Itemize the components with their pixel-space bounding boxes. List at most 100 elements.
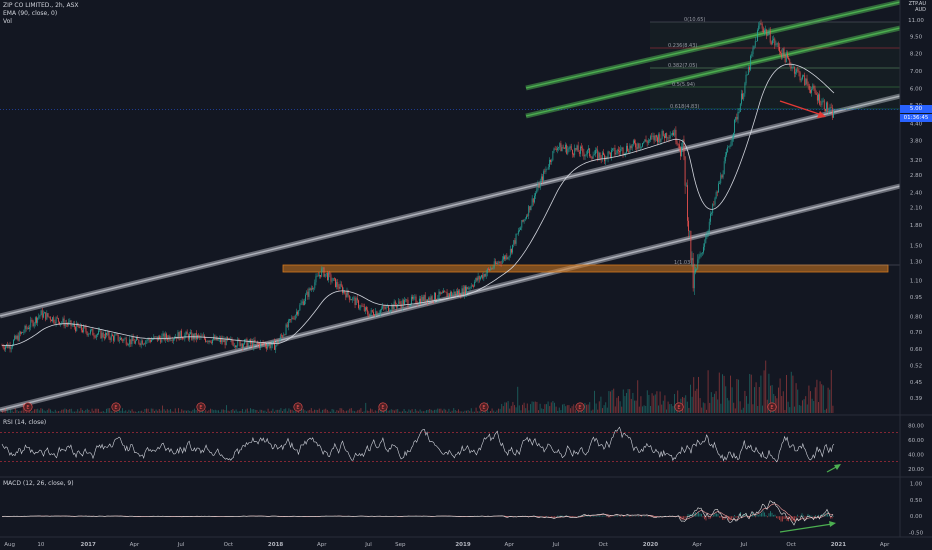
price-scale[interactable]: 11.009.508.207.006.005.204.403.803.202.8… [908, 18, 924, 402]
candle-body [507, 257, 509, 260]
volume-bar [322, 409, 323, 413]
macd-histogram-bar [815, 515, 816, 517]
candle-body [675, 129, 677, 142]
volume-bar [152, 408, 154, 413]
volume-bar [603, 405, 605, 413]
price-candles [1, 19, 834, 354]
candle-body [598, 152, 600, 160]
candle-body [71, 325, 73, 326]
macd-histogram-bar [747, 516, 749, 518]
volume-bar [816, 379, 818, 413]
volume-bar [651, 393, 653, 413]
candle-body [425, 299, 427, 302]
green-channel-upper [525, 1, 900, 89]
candle-body [581, 146, 582, 148]
candle-body [53, 317, 55, 323]
volume-bar [506, 402, 507, 413]
macd-tick-label: 0.50 [910, 498, 923, 504]
volume-bar [181, 409, 183, 413]
macd-histogram-bar [779, 516, 780, 520]
candle-body [705, 236, 707, 244]
candle-body [161, 336, 163, 343]
candle-body [446, 292, 448, 297]
rsi-tick-label: 20.00 [908, 467, 924, 473]
candle-body [292, 317, 294, 319]
candle-body [651, 136, 653, 137]
candle-body [379, 309, 381, 314]
price-tick-label: 2.10 [910, 205, 923, 211]
volume-bar [163, 409, 165, 413]
candle-body [131, 336, 133, 345]
support-zone-rect [282, 264, 889, 273]
candle-body [417, 303, 419, 305]
price-tick-label: 9.50 [910, 35, 923, 41]
volume-bar [315, 409, 317, 413]
candle-body [290, 319, 292, 320]
macd-histogram-bar [558, 515, 560, 517]
volume-bar [122, 408, 123, 413]
volume-bar [797, 389, 799, 413]
candle-body [78, 326, 80, 329]
candle-body [560, 143, 562, 152]
volume-bar [675, 408, 677, 413]
annotation-arrows[interactable] [779, 100, 841, 533]
volume-bar [608, 391, 610, 413]
earnings-marker [767, 402, 777, 412]
time-axis[interactable]: Aug 10 2017 Apr Jul Oct 2018 Apr Jul Sep 2019 Apr Ju… [4, 542, 890, 548]
volume-bar [432, 410, 434, 413]
candle-body [245, 338, 247, 340]
candle-body [268, 343, 270, 346]
volume-bar [123, 411, 125, 413]
macd-histogram-bar [578, 515, 579, 517]
candle-body [391, 304, 393, 311]
volume-bar [477, 411, 479, 413]
volume-bar [334, 411, 336, 413]
volume-bar [808, 385, 810, 413]
candle-body [488, 268, 489, 270]
candle-body [353, 297, 355, 299]
candle-body [273, 341, 274, 342]
volume-bar [531, 401, 533, 413]
candle-body [135, 340, 136, 344]
candle-body [314, 282, 316, 289]
macd-histogram-bar [735, 516, 737, 518]
macd-histogram-bar [573, 516, 575, 517]
support-zone[interactable] [282, 264, 889, 273]
volume-bar [426, 410, 427, 413]
volume-bar [176, 411, 178, 413]
rsi-scale[interactable]: 80.00 60.00 40.00 20.00 [908, 423, 924, 473]
volume-bar [253, 409, 255, 413]
volume-bar [198, 410, 200, 413]
earnings-marker [674, 402, 684, 412]
candle-body [700, 253, 702, 255]
candle-body [527, 215, 528, 217]
candle-body [808, 85, 810, 91]
volume-bar [714, 393, 715, 413]
price-tick-label: 1.50 [910, 244, 923, 250]
candle-body [164, 333, 166, 341]
candle-body [585, 154, 587, 155]
volume-bar [586, 404, 587, 413]
macd-scale[interactable]: 1.00 0.50 0.00 -0.50 [909, 481, 924, 536]
volume-bar [291, 409, 293, 413]
volume-bar [58, 411, 59, 413]
candle-body [767, 34, 769, 36]
candle-body [274, 341, 275, 350]
candle-body [350, 299, 351, 301]
candle-body [744, 83, 746, 94]
candle-body [796, 69, 798, 73]
candle-body [485, 273, 487, 277]
candle-body [126, 344, 128, 346]
macd-histogram-bar [615, 515, 617, 517]
price-tick-label: 1.10 [910, 279, 923, 285]
macd-histogram-bar [737, 516, 738, 518]
candle-body [209, 340, 211, 343]
rsi-green-arrowhead [834, 464, 841, 470]
volume-bar [458, 409, 459, 413]
volume-bar [779, 378, 781, 413]
candle-body [264, 344, 266, 347]
macd-histogram-bar [771, 512, 773, 517]
candle-body [148, 338, 150, 341]
